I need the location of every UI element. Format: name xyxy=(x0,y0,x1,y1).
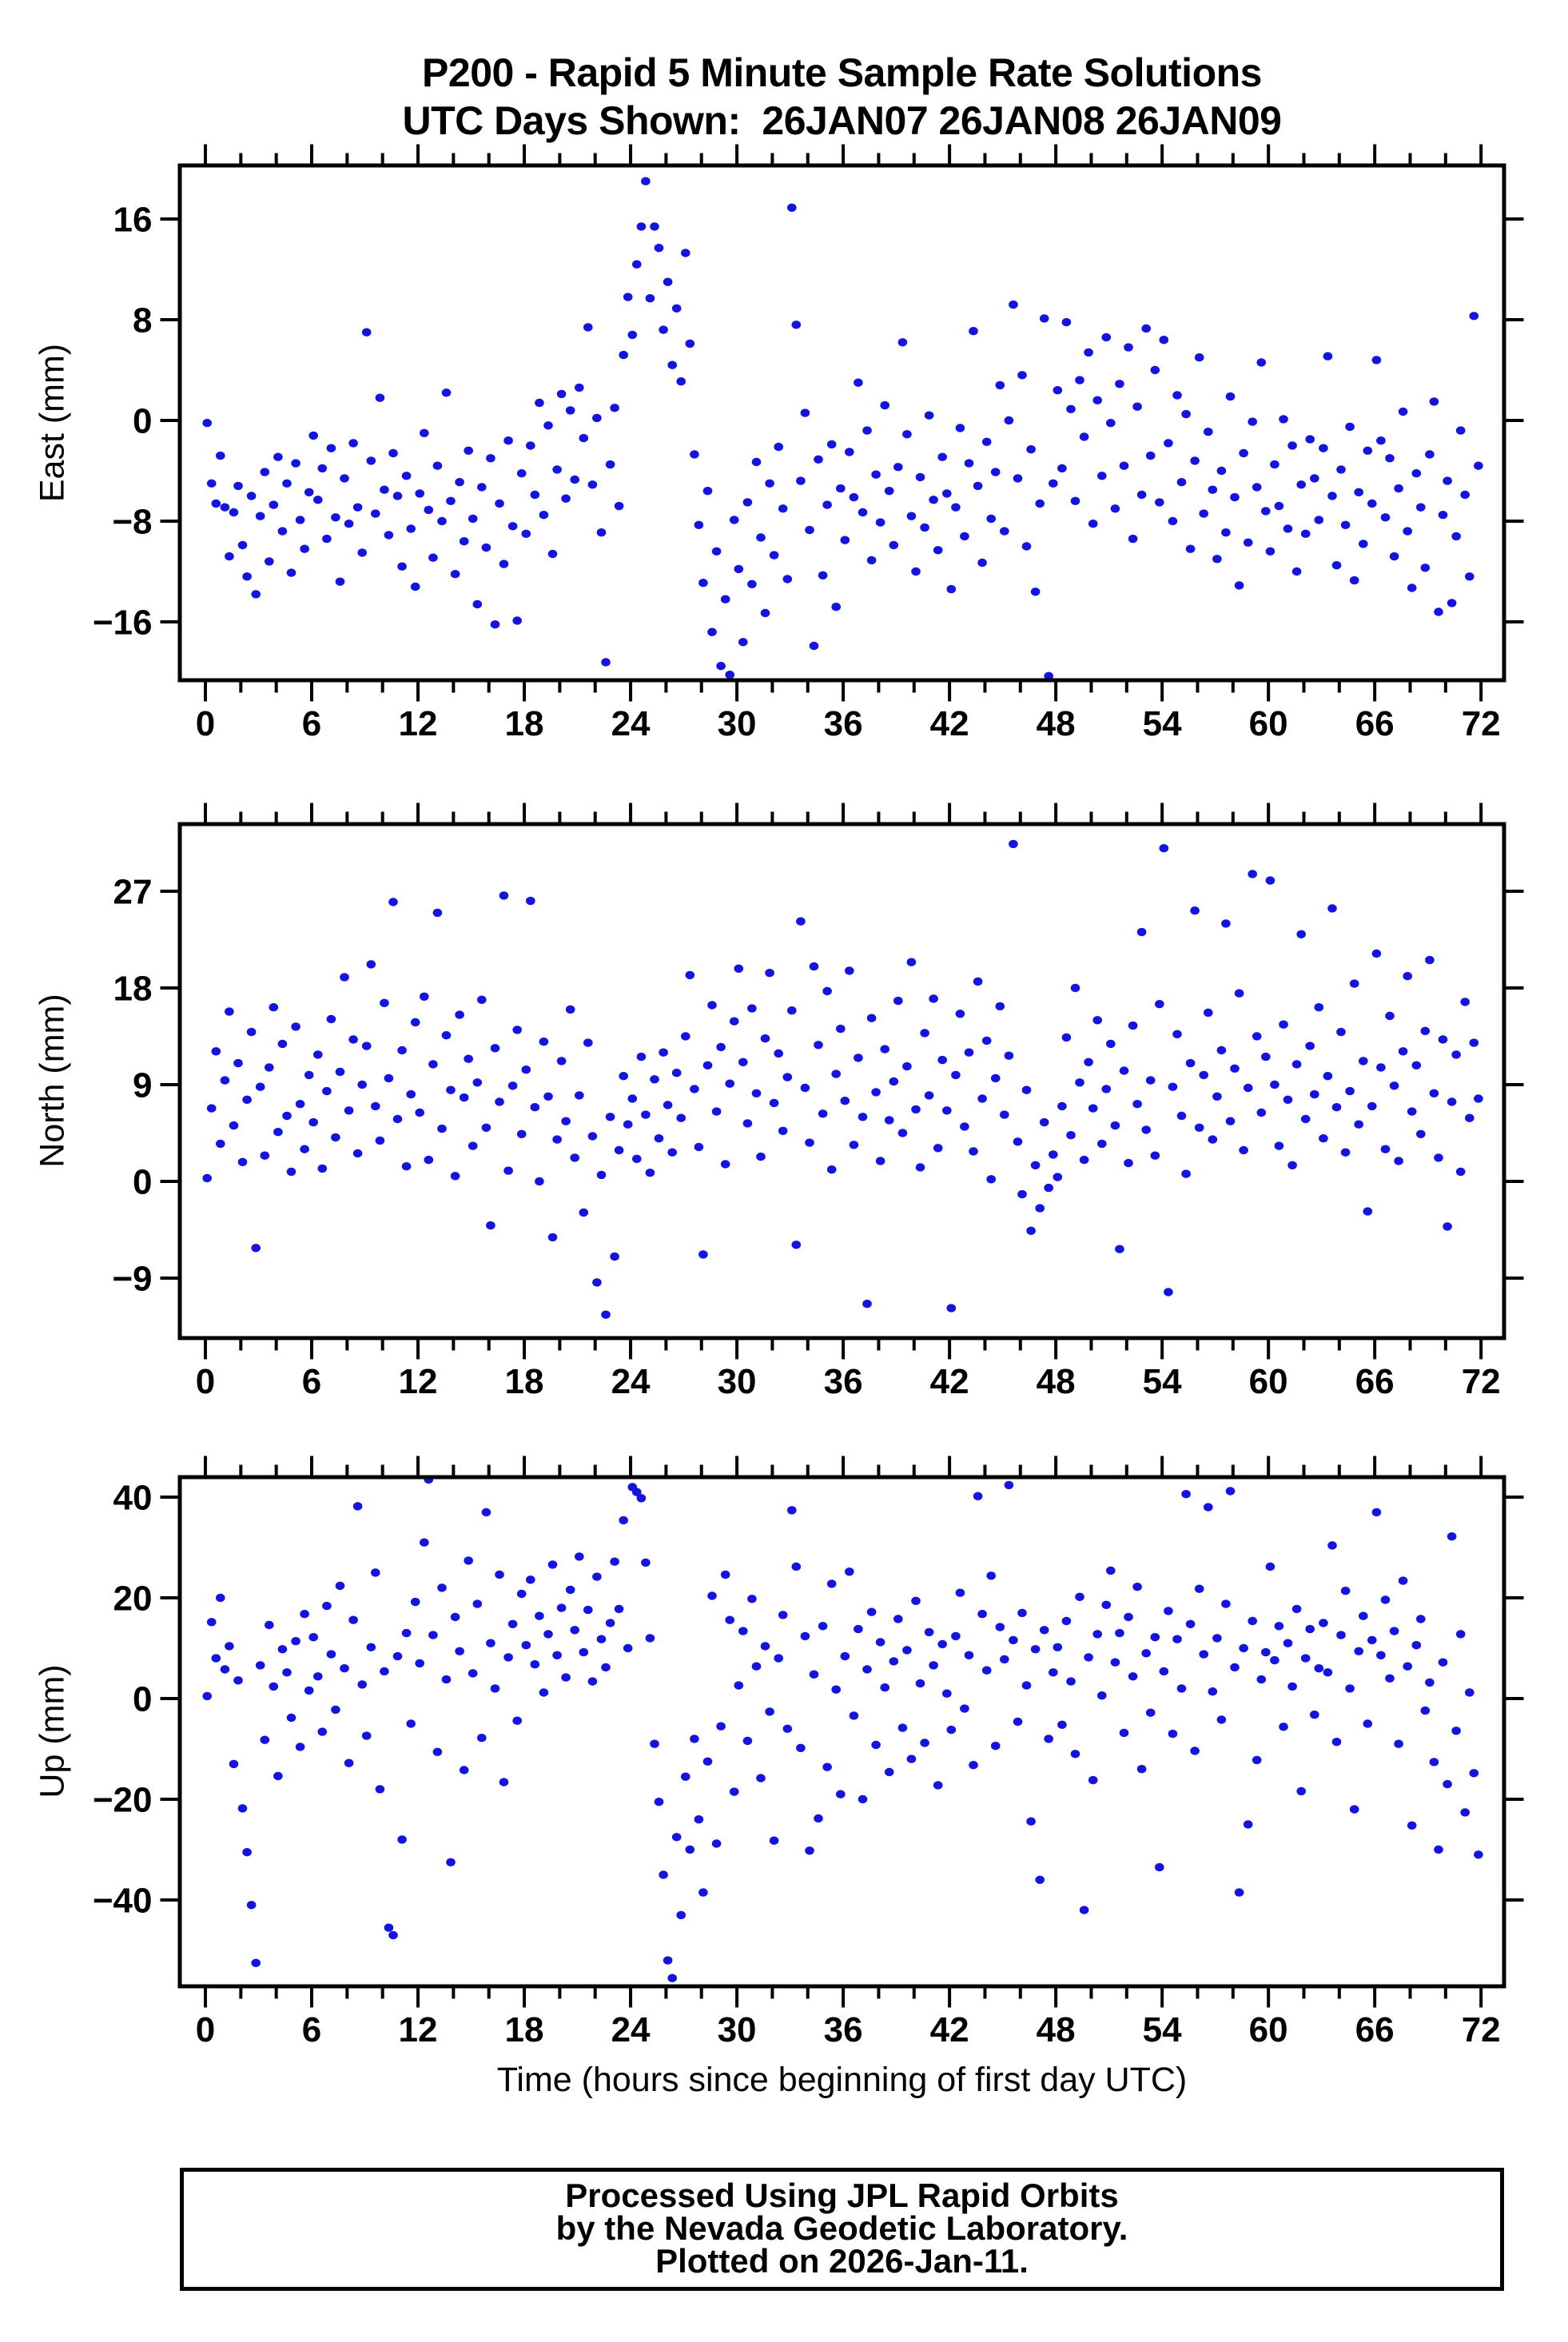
y-ticks-east xyxy=(160,217,1524,624)
footer-line-2: by the Nevada Geodetic Laboratory. xyxy=(555,2209,1128,2247)
x-tick-label: 66 xyxy=(1355,704,1395,743)
x-tick-label: 66 xyxy=(1355,1362,1395,1401)
y-tick-label: 9 xyxy=(133,1066,152,1105)
y-tick-label: 0 xyxy=(133,402,152,441)
x-tick-label: 24 xyxy=(611,704,651,743)
y-tick-label: 40 xyxy=(113,1479,153,1518)
data-points-east xyxy=(202,177,1483,680)
x-tick-label: 18 xyxy=(505,2010,544,2049)
x-tick-label: 54 xyxy=(1143,704,1182,743)
panel-up: 0 6 12 18 24 30 36 42 48 54 60 66 72 −40 −20 0 20 40 xyxy=(93,1456,1524,2049)
x-tick-label: 6 xyxy=(302,2010,321,2049)
y-tick-label: 0 xyxy=(133,1162,152,1201)
x-tick-label: 0 xyxy=(196,1362,215,1401)
x-ticks-up xyxy=(203,1456,1483,2008)
x-tick-label: 24 xyxy=(611,1362,651,1401)
x-tick-label: 54 xyxy=(1143,2010,1182,2049)
y-ticks-up xyxy=(160,1496,1524,1902)
x-tick-label: 48 xyxy=(1037,2010,1076,2049)
y-tick-label: −8 xyxy=(112,503,152,542)
plot-title-line2: UTC Days Shown: 26JAN07 26JAN08 26JAN09 xyxy=(402,98,1282,143)
x-ticks-east xyxy=(203,144,1483,702)
x-tick-label: 36 xyxy=(824,704,863,743)
x-tick-label: 72 xyxy=(1462,704,1501,743)
x-tick-label: 6 xyxy=(302,1362,321,1401)
x-tick-label: 60 xyxy=(1249,1362,1288,1401)
plot-title-line1: P200 - Rapid 5 Minute Sample Rate Soluti… xyxy=(422,50,1262,95)
y-tick-label: −40 xyxy=(93,1882,153,1921)
x-tick-label: 54 xyxy=(1143,1362,1182,1401)
footer-box: Processed Using JPL Rapid Orbits by the … xyxy=(180,2168,1504,2291)
x-tick-label: 66 xyxy=(1355,2010,1395,2049)
x-tick-label: 18 xyxy=(505,704,544,743)
x-tick-label: 6 xyxy=(302,704,321,743)
y-tick-label: 20 xyxy=(113,1579,153,1619)
x-tick-label: 48 xyxy=(1037,704,1076,743)
x-tick-label: 0 xyxy=(196,2010,215,2049)
y-tick-label: −16 xyxy=(93,603,153,643)
data-points-up xyxy=(202,1475,1483,1982)
x-tick-label: 0 xyxy=(196,704,215,743)
y-tick-label: 18 xyxy=(113,970,153,1009)
x-tick-label: 30 xyxy=(718,704,757,743)
x-axis-title: Time (hours since beginning of first day… xyxy=(496,2061,1188,2099)
y-ticks-north xyxy=(160,890,1524,1280)
y-tick-label: 0 xyxy=(133,1680,152,1719)
y-tick-label: 16 xyxy=(113,200,153,239)
x-tick-label: 12 xyxy=(399,1362,438,1401)
x-tick-label: 36 xyxy=(824,1362,863,1401)
x-tick-label: 12 xyxy=(399,704,438,743)
x-tick-label: 30 xyxy=(718,2010,757,2049)
y-tick-label: 8 xyxy=(133,301,152,340)
y-tick-label: −9 xyxy=(112,1259,152,1298)
y-tick-label: −20 xyxy=(93,1781,153,1820)
x-tick-label: 18 xyxy=(505,1362,544,1401)
footer-line-1: Processed Using JPL Rapid Orbits xyxy=(565,2177,1119,2214)
x-tick-label: 72 xyxy=(1462,2010,1501,2049)
x-tick-label: 42 xyxy=(930,1362,969,1401)
x-tick-label: 36 xyxy=(824,2010,863,2049)
x-tick-label: 48 xyxy=(1037,1362,1076,1401)
panel-east: 0 6 12 18 24 30 36 42 48 54 60 66 72 −16 −8 0 8 16 xyxy=(93,144,1524,743)
footer-line-3: Plotted on 2026-Jan-11. xyxy=(655,2242,1029,2280)
x-tick-label: 12 xyxy=(399,2010,438,2049)
x-tick-label: 42 xyxy=(930,2010,969,2049)
x-tick-label: 24 xyxy=(611,2010,651,2049)
data-points-north xyxy=(202,839,1483,1319)
x-tick-label: 42 xyxy=(930,704,969,743)
panel-north: 0 6 12 18 24 30 36 42 48 54 60 66 72 −9 0 9 18 27 xyxy=(112,803,1524,1401)
x-tick-label: 60 xyxy=(1249,704,1288,743)
y-tick-label: 27 xyxy=(113,873,153,912)
x-ticks-north xyxy=(203,803,1483,1360)
x-tick-label: 72 xyxy=(1462,1362,1501,1401)
x-tick-label: 30 xyxy=(718,1362,757,1401)
x-tick-label: 60 xyxy=(1249,2010,1288,2049)
